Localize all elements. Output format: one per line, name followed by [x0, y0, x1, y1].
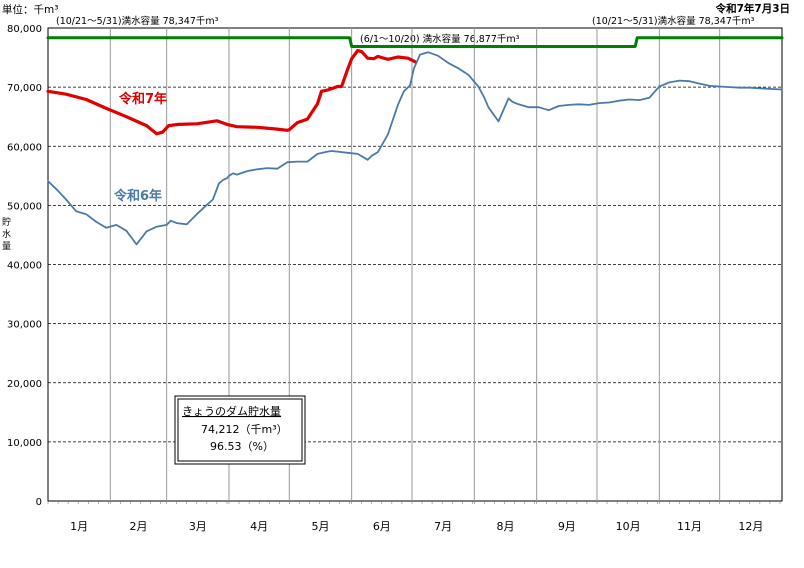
month-label: 3月	[189, 520, 207, 533]
info-box-volume: 74,212（千m³）	[201, 423, 288, 436]
info-box-percent: 96.53（%）	[210, 440, 274, 453]
month-label: 11月	[677, 520, 702, 533]
info-box-inner	[177, 398, 303, 462]
series-line-capacity	[46, 36, 784, 48]
month-label: 1月	[70, 520, 88, 533]
y-tick-label: 70,000	[7, 83, 42, 94]
capacity-label-middle: (6/1～10/20) 満水容量 76,877千m³	[360, 33, 520, 45]
info-box: きょうのダム貯水量 74,212（千m³） 96.53（%）	[174, 395, 306, 465]
month-label: 5月	[311, 520, 329, 533]
month-label: 8月	[496, 520, 514, 533]
month-label: 6月	[373, 520, 391, 533]
date-label: 令和7年7月3日	[715, 2, 790, 15]
month-label: 7月	[434, 520, 452, 533]
capacity-label-right: (10/21～5/31)満水容量 78,347千m³	[592, 15, 755, 27]
series-line-r6	[47, 51, 783, 246]
y-axis-label-2: 水	[2, 228, 11, 240]
y-tick-label: 20,000	[7, 379, 42, 390]
y-tick-label: 60,000	[7, 142, 42, 153]
series-line-r7	[46, 48, 418, 136]
series-label-r7: 令和7年	[119, 91, 167, 107]
series-layer	[46, 36, 784, 246]
info-box-border	[174, 395, 306, 465]
month-label: 10月	[616, 520, 641, 533]
month-label: 9月	[558, 520, 576, 533]
y-tick-label: 10,000	[7, 438, 42, 449]
month-label: 4月	[250, 520, 268, 533]
capacity-label-left: (10/21～5/31)満水容量 78,347千m³	[56, 15, 219, 27]
y-axis-label-3: 量	[2, 241, 11, 252]
y-tick-label: 80,000	[7, 24, 42, 35]
y-tick-label: 0	[36, 497, 42, 508]
series-label-r6: 令和6年	[114, 188, 162, 204]
y-tick-label: 30,000	[7, 320, 42, 331]
month-label: 2月	[129, 520, 147, 533]
info-box-title: きょうのダム貯水量	[182, 404, 281, 418]
y-axis-label-1: 貯	[2, 217, 11, 228]
y-tick-label: 40,000	[7, 261, 42, 272]
month-label: 12月	[738, 520, 763, 533]
axis-layer: 0 10,000 20,000 30,000 40,000 50,000 60,000 70,…	[7, 24, 781, 533]
y-tick-label: 50,000	[7, 201, 42, 212]
unit-label: 単位：千m³	[2, 3, 58, 16]
